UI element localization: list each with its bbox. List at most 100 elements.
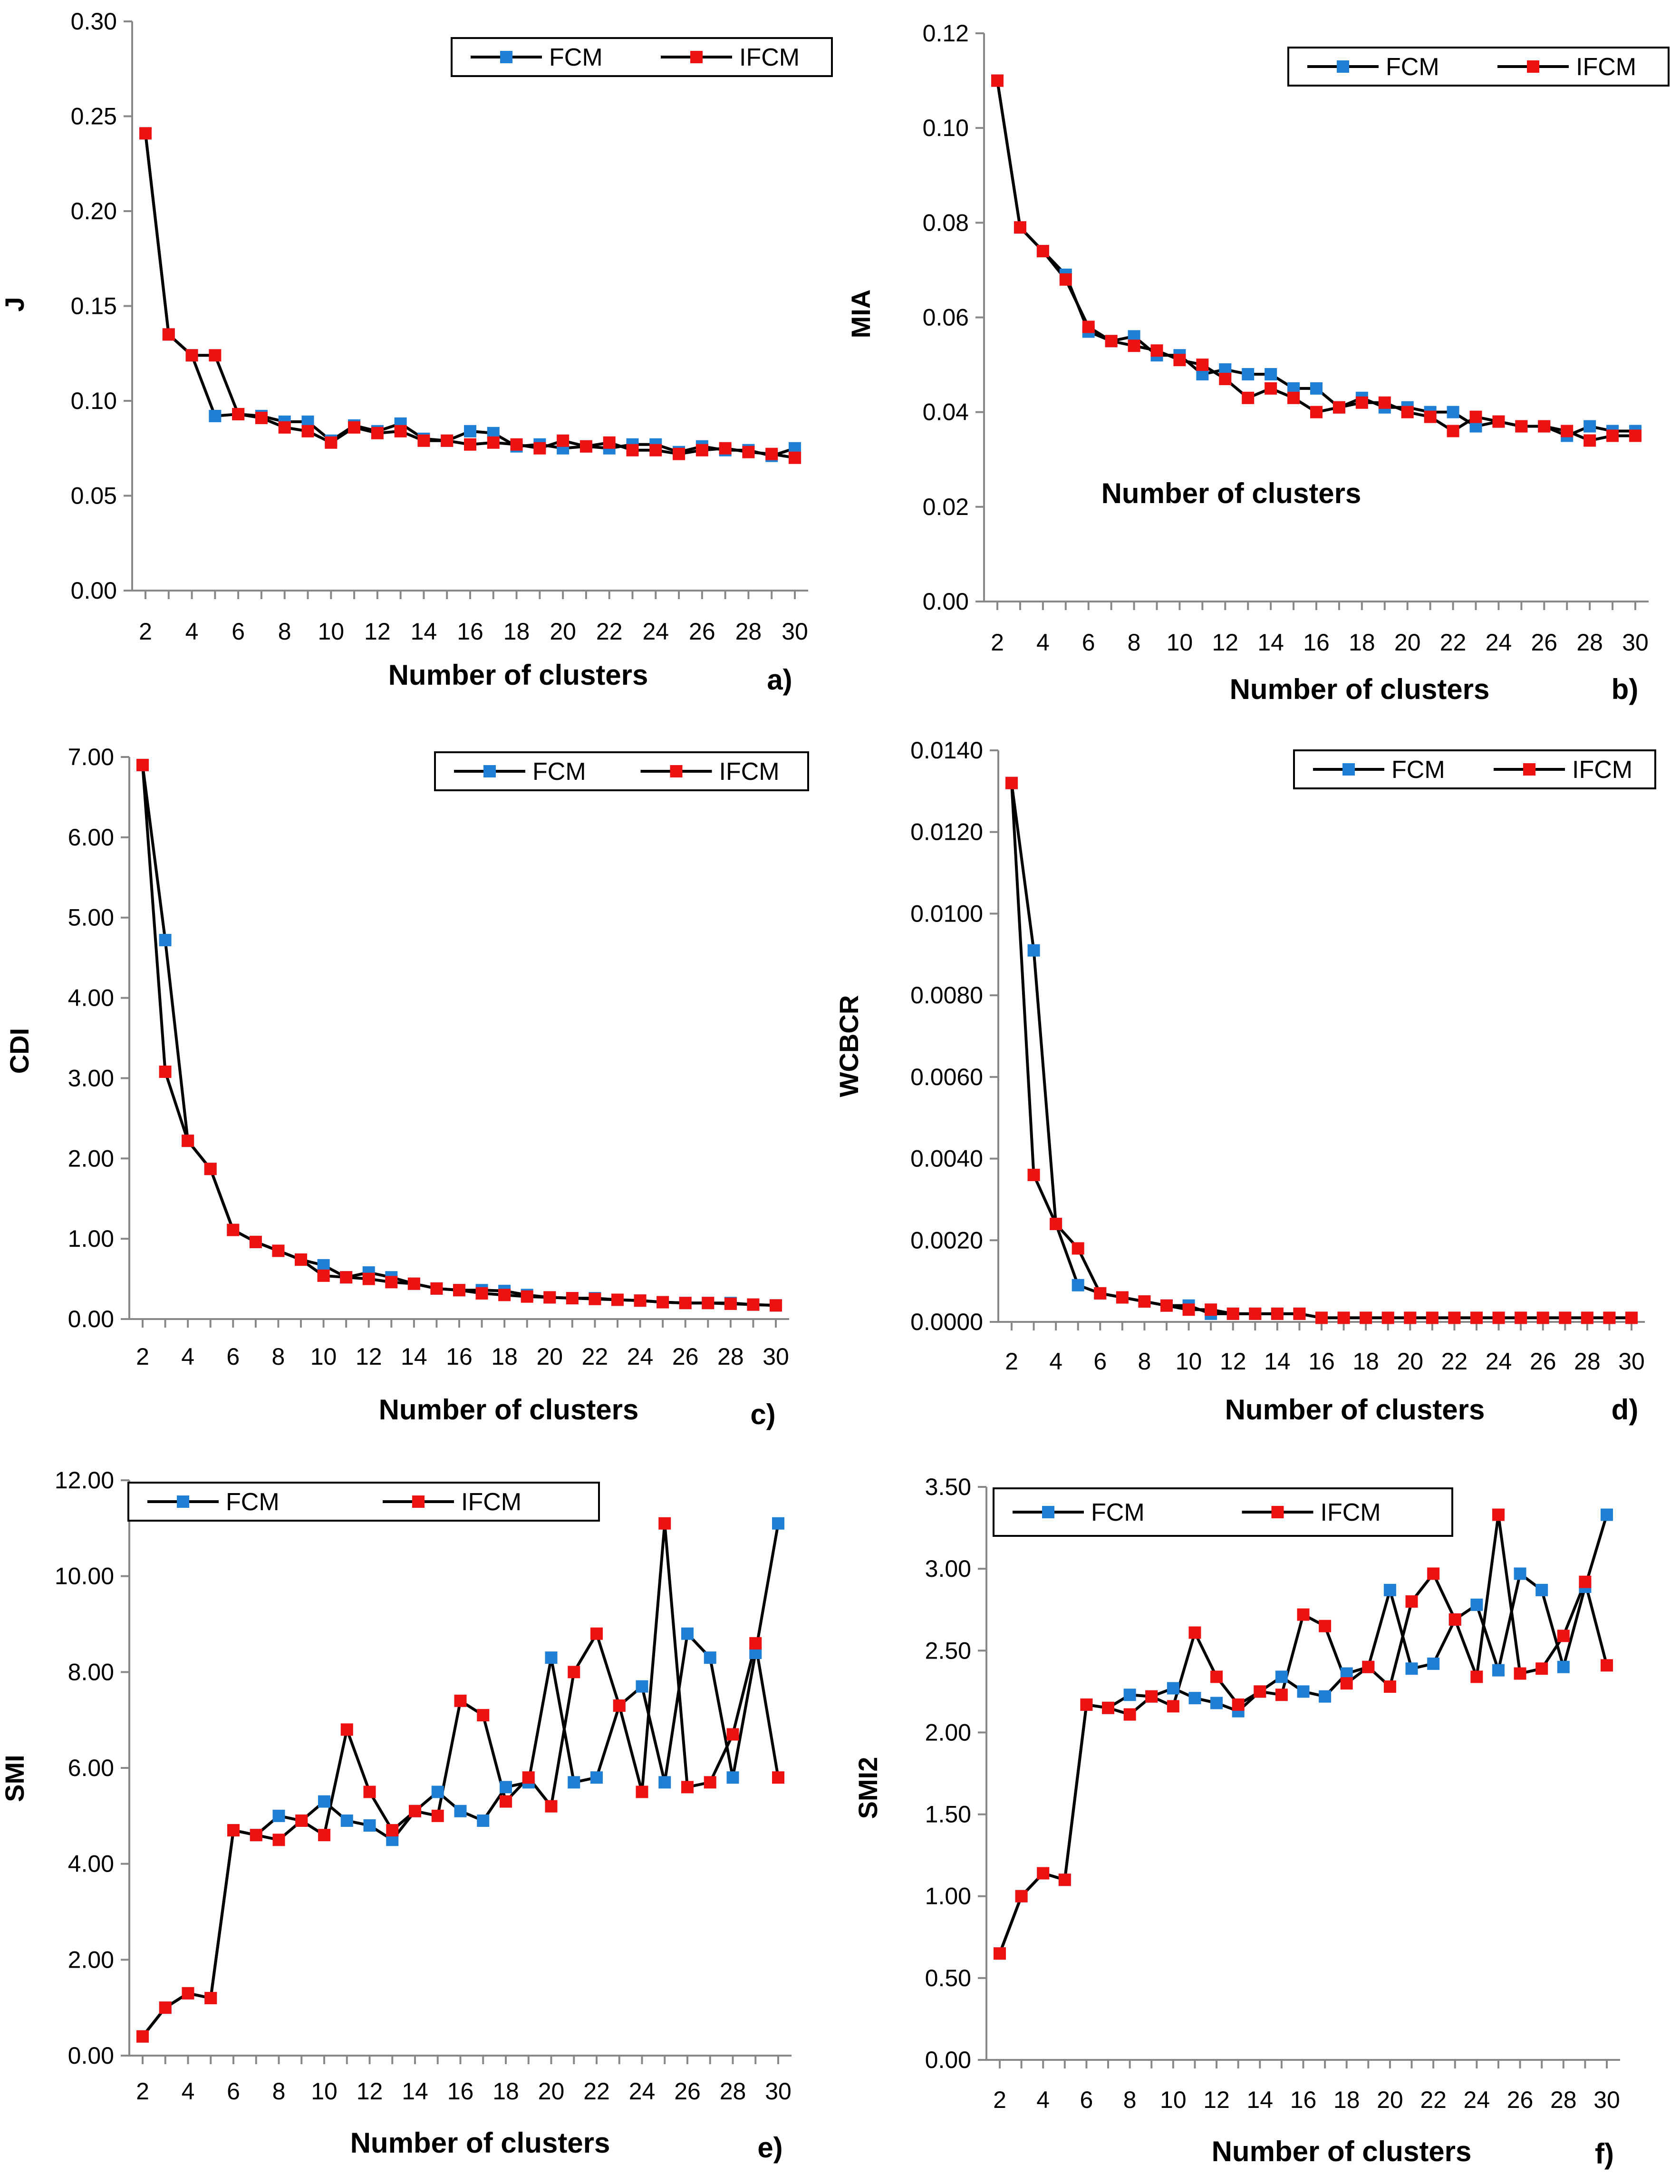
data-point-ifcm <box>1160 1299 1173 1312</box>
panel-label: e) <box>757 2132 782 2164</box>
data-point-ifcm <box>250 1829 262 1842</box>
data-point-fcm <box>681 1627 694 1640</box>
data-point-ifcm <box>543 1291 556 1304</box>
x-tick-label: 20 <box>1397 1348 1423 1375</box>
data-point-ifcm <box>464 438 476 451</box>
data-point-fcm <box>1383 1583 1396 1596</box>
y-tick-label: 10.00 <box>55 1563 114 1590</box>
x-tick-label: 4 <box>185 618 199 645</box>
data-point-ifcm <box>1015 1890 1028 1903</box>
panel-label: d) <box>1612 1394 1639 1426</box>
legend-label-ifcm: IFCM <box>1321 1499 1381 1526</box>
y-tick-label: 0.50 <box>925 1965 971 1991</box>
y-tick-label: 4.00 <box>68 1851 114 1877</box>
data-point-fcm <box>209 409 222 422</box>
data-point-ifcm <box>363 1786 376 1798</box>
data-point-ifcm <box>1082 320 1095 333</box>
x-tick-label: 30 <box>1622 629 1649 656</box>
x-tick-label: 26 <box>1531 629 1557 656</box>
y-tick-label: 0.12 <box>923 20 969 47</box>
data-point-ifcm <box>159 2001 172 2014</box>
chart-panel-1: 0.000.050.100.150.200.250.302 4 6 8 10 12 14 16… <box>0 8 833 696</box>
data-point-ifcm <box>362 1272 375 1285</box>
data-point-ifcm <box>182 1987 194 2000</box>
data-point-ifcm <box>1196 359 1209 371</box>
x-tick-label: 24 <box>1486 1348 1512 1375</box>
x-tick-label: 26 <box>1530 1348 1556 1375</box>
data-point-fcm <box>545 1651 558 1664</box>
data-point-fcm <box>1447 406 1459 418</box>
x-tick-label: 4 <box>1036 2087 1050 2113</box>
data-point-ifcm <box>1058 1873 1071 1886</box>
data-point-ifcm <box>1557 1630 1570 1642</box>
data-point-ifcm <box>613 1699 626 1712</box>
data-point-ifcm <box>1625 1311 1638 1324</box>
x-tick-label: 2 <box>991 629 1004 656</box>
x-tick-label: 28 <box>1550 2087 1577 2113</box>
data-point-ifcm <box>477 1709 490 1722</box>
data-point-ifcm <box>1355 396 1368 409</box>
data-point-ifcm <box>500 1795 512 1808</box>
data-point-ifcm <box>1492 1508 1505 1521</box>
data-point-fcm <box>568 1776 580 1789</box>
y-tick-label: 0.20 <box>71 198 117 224</box>
data-point-ifcm <box>431 1809 444 1822</box>
legend: FCM IFCM <box>993 1487 1453 1537</box>
legend-label-ifcm: IFCM <box>1572 756 1632 784</box>
x-tick-label: 16 <box>447 2078 474 2105</box>
data-point-ifcm <box>278 421 291 434</box>
y-tick-label: 3.00 <box>925 1555 971 1582</box>
data-point-ifcm <box>1027 1168 1040 1181</box>
data-point-ifcm <box>1102 1701 1115 1714</box>
data-point-ifcm <box>704 1776 716 1789</box>
x-tick-label: 18 <box>1333 2087 1360 2113</box>
y-tick-label: 1.50 <box>925 1801 971 1828</box>
data-point-ifcm <box>1340 1677 1353 1690</box>
x-tick-label: 20 <box>1377 2087 1403 2113</box>
data-point-ifcm <box>579 440 592 453</box>
legend-label-ifcm: IFCM <box>1576 53 1636 81</box>
y-tick-label: 0.00 <box>71 577 117 604</box>
data-point-ifcm <box>1205 1303 1217 1316</box>
data-point-fcm <box>1492 1664 1505 1677</box>
x-tick-label: 26 <box>1507 2087 1534 2113</box>
data-point-ifcm <box>1470 1670 1483 1683</box>
x-tick-label: 8 <box>1123 2087 1137 2113</box>
y-tick-label: 0.0080 <box>910 982 983 1009</box>
data-point-ifcm <box>1448 1613 1461 1626</box>
data-point-ifcm <box>1287 391 1300 404</box>
data-point-fcm <box>1310 382 1323 395</box>
y-tick-label: 5.00 <box>68 904 114 931</box>
legend-label-fcm: FCM <box>226 1488 280 1516</box>
y-tick-label: 2.50 <box>925 1637 971 1664</box>
data-point-ifcm <box>695 444 708 456</box>
y-tick-label: 0.05 <box>71 483 117 509</box>
data-point-fcm <box>590 1771 603 1784</box>
y-tick-label: 8.00 <box>68 1659 114 1685</box>
data-point-ifcm <box>1265 382 1277 395</box>
x-tick-label: 18 <box>503 618 530 645</box>
data-point-ifcm <box>295 1814 308 1827</box>
legend-box <box>1287 47 1670 87</box>
data-point-ifcm <box>159 1065 172 1078</box>
data-point-ifcm <box>232 408 245 420</box>
data-point-ifcm <box>1603 1311 1616 1324</box>
y-tick-label: 0.02 <box>923 494 969 520</box>
x-tick-label: 28 <box>735 618 762 645</box>
y-tick-label: 0.0120 <box>910 819 983 845</box>
data-point-ifcm <box>1424 410 1437 423</box>
data-point-fcm <box>454 1805 467 1817</box>
data-point-ifcm <box>407 1277 420 1290</box>
x-tick-label: 18 <box>1349 629 1375 656</box>
data-point-ifcm <box>409 1805 421 1817</box>
y-tick-label: 0.00 <box>68 1306 114 1332</box>
x-tick-label: 24 <box>627 1343 654 1370</box>
data-point-ifcm <box>301 425 314 437</box>
data-point-ifcm <box>590 1627 603 1640</box>
data-point-fcm <box>1470 1598 1483 1611</box>
y-tick-label: 0.0060 <box>910 1064 983 1090</box>
x-axis-title: Number of clusters <box>1225 1394 1485 1426</box>
data-point-ifcm <box>1182 1303 1195 1316</box>
data-point-ifcm <box>1050 1217 1062 1230</box>
data-point-ifcm <box>533 442 546 455</box>
